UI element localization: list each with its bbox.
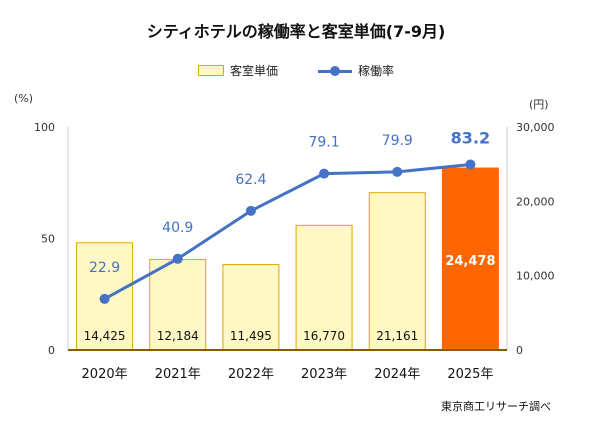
rate-line xyxy=(103,162,471,301)
bar-value-label: 11,495 xyxy=(230,329,272,343)
legend-label-rate: 稼働率 xyxy=(358,64,395,78)
bar-1 xyxy=(149,258,207,351)
left-tick-label: 0 xyxy=(48,344,55,357)
category-label: 2024年 xyxy=(374,367,420,382)
bar-2 xyxy=(222,264,280,351)
category-label: 2021年 xyxy=(155,367,201,382)
legend-item-price: 客室単価 xyxy=(197,62,278,79)
legend-bar-swatch xyxy=(197,65,224,76)
left-axis-unit: (%) xyxy=(14,92,34,105)
right-tick-label: 30,000 xyxy=(516,121,555,134)
rate-value-label: 40.9 xyxy=(162,220,193,236)
bar-value-label: 16,770 xyxy=(303,329,345,343)
right-tick-label: 20,000 xyxy=(516,195,555,208)
right-axis-unit: (円) xyxy=(529,98,549,111)
right-tick-label: 10,000 xyxy=(516,270,555,283)
bar-value-label: 24,478 xyxy=(445,254,495,269)
bar-value-label: 14,425 xyxy=(84,329,126,343)
rate-value-label: 83.2 xyxy=(451,128,490,147)
rate-point-2 xyxy=(245,205,256,216)
rate-point-0 xyxy=(99,293,110,304)
category-label: 2025年 xyxy=(447,367,493,382)
bar-value-label: 12,184 xyxy=(157,329,199,343)
left-tick-label: 100 xyxy=(34,121,55,134)
source-note: 東京商工リサーチ調べ xyxy=(441,400,551,413)
bar-5 xyxy=(441,167,499,351)
rate-value-label: 79.9 xyxy=(382,133,413,149)
bar-value-label: 21,161 xyxy=(376,329,418,343)
bar-4 xyxy=(368,192,426,351)
category-label: 2020年 xyxy=(82,367,128,382)
legend-item-rate: 稼働率 xyxy=(318,62,394,79)
legend-line-swatch xyxy=(318,65,352,77)
rate-value-label: 79.1 xyxy=(308,135,339,151)
legend: 客室単価 稼働率 xyxy=(0,62,592,79)
chart-title: シティホテルの稼働率と客室単価(7-9月) xyxy=(146,22,446,41)
rate-point-5 xyxy=(465,159,476,170)
rate-value-label: 62.4 xyxy=(235,172,266,188)
bar-3 xyxy=(295,224,353,351)
rate-value-label: 22.9 xyxy=(89,260,120,276)
rate-point-4 xyxy=(392,166,403,177)
category-label: 2022年 xyxy=(228,367,274,382)
rate-point-1 xyxy=(172,253,183,264)
category-label: 2023年 xyxy=(301,367,347,382)
right-tick-label: 0 xyxy=(516,344,523,357)
rate-point-3 xyxy=(319,168,330,179)
left-tick-label: 50 xyxy=(41,233,55,246)
legend-label-price: 客室単価 xyxy=(229,64,278,78)
